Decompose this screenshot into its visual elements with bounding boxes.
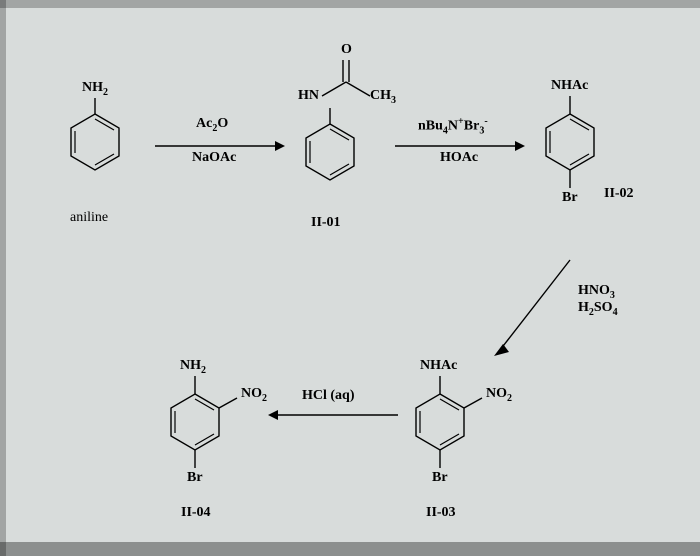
ii04-br-label: Br: [187, 470, 203, 486]
ii02-br-label: Br: [562, 190, 578, 206]
ii04-name: II-04: [181, 505, 211, 521]
frame-shadow-left: [0, 0, 6, 556]
reagent-ac2o: Ac2O: [196, 116, 228, 134]
molecule-aniline: [67, 108, 123, 188]
frame-shadow-top: [0, 0, 700, 8]
ii01-name: II-01: [311, 215, 341, 231]
ii01-hn-label: HN: [298, 88, 319, 104]
molecule-ii02: [542, 108, 598, 198]
ii02-name: II-02: [604, 186, 634, 202]
reagent-hoac: HOAc: [440, 150, 478, 166]
reaction-scheme: { "background_color": "#d8dcdb", "stroke…: [0, 0, 700, 556]
molecule-ii01: [302, 118, 358, 198]
ii01-ch3-label: CH3: [370, 88, 396, 106]
reagent-naoac: NaOAc: [192, 150, 236, 166]
aniline-nh2-label: NH2: [82, 80, 108, 98]
ii03-no2-label: NO2: [486, 386, 512, 404]
ii04-no2-label: NO2: [241, 386, 267, 404]
molecule-ii03: [412, 388, 492, 478]
reagent-h2so4: H2SO4: [578, 300, 618, 318]
ii02-nhac-label: NHAc: [551, 78, 588, 94]
reagent-hcl: HCl (aq): [302, 388, 355, 404]
ii01-o-label: O: [341, 42, 352, 58]
ii04-nh2-label: NH2: [180, 358, 206, 376]
molecule-ii04: [167, 388, 247, 478]
acetyl-group-ii01: [300, 48, 400, 118]
ii03-nhac-label: NHAc: [420, 358, 457, 374]
aniline-name: aniline: [70, 210, 108, 226]
ii03-name: II-03: [426, 505, 456, 521]
ii03-br-label: Br: [432, 470, 448, 486]
arrow-step4: [268, 409, 398, 421]
reagent-nbu4nbr3: nBu4N+Br3-: [418, 116, 488, 136]
reagent-hno3: HNO3: [578, 283, 615, 301]
frame-shadow-bottom: [0, 542, 700, 556]
